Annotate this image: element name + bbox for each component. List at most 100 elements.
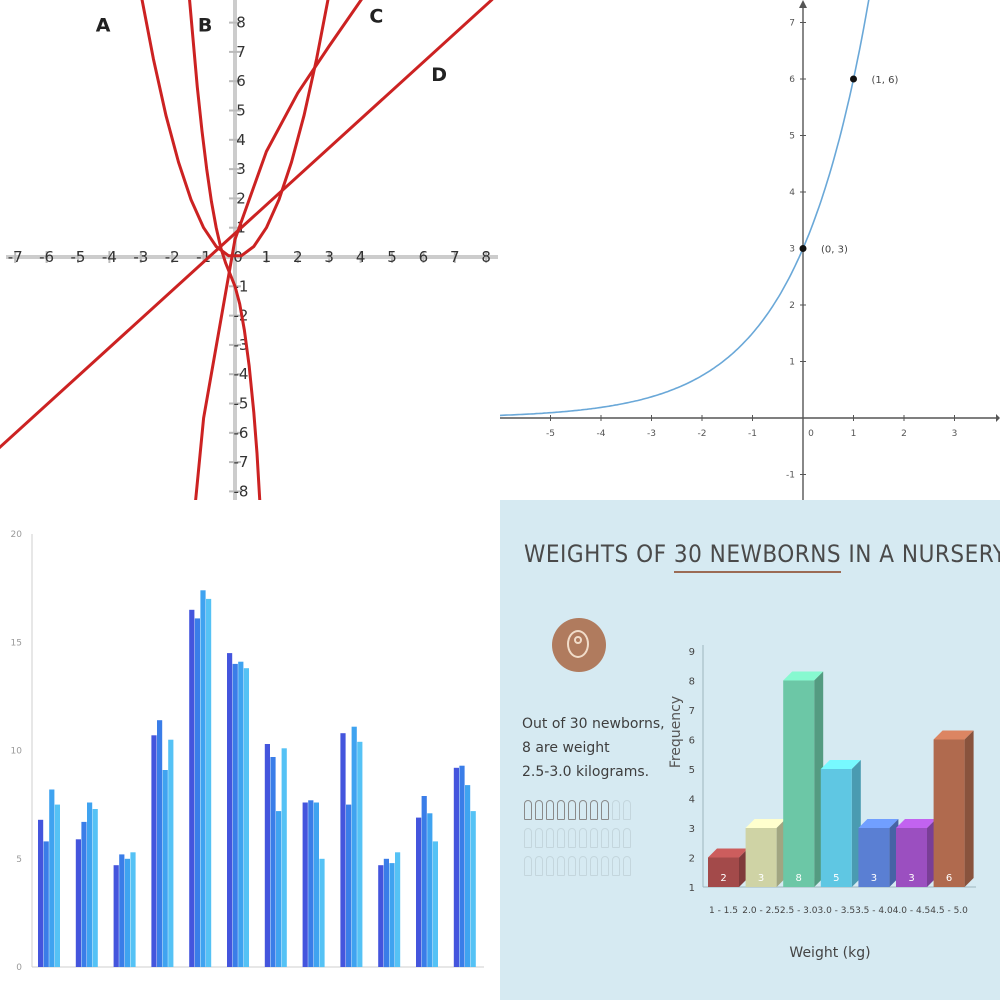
curve-d — [0, 0, 494, 450]
baby-figure-icon — [546, 800, 554, 820]
baby-figure-icon — [535, 828, 543, 848]
bar — [151, 735, 157, 967]
x-tick-label: 3.5 - 4.0 — [855, 906, 893, 916]
baby-figure-icon — [568, 856, 576, 876]
y-tick-label: 1 — [789, 358, 795, 368]
bar-value-label: 3 — [871, 873, 877, 884]
baby-figure-icon — [546, 856, 554, 876]
bar — [49, 789, 55, 967]
baby-figure-icon — [601, 828, 609, 848]
x-tick-label: -5 — [546, 429, 555, 439]
baby-figure-icon — [623, 800, 631, 820]
title-prefix: WEIGHTS OF — [524, 540, 674, 568]
x-tick-label: 3 — [952, 429, 958, 439]
bar — [351, 726, 357, 967]
bar — [346, 804, 352, 967]
baby-icon-head — [574, 636, 582, 644]
bar-top-face — [783, 671, 824, 681]
y-tick-label: -4 — [234, 365, 249, 383]
y-tick-label: 1 — [689, 883, 695, 894]
exponential-graph-panel: -5 -4 -3 -2 -1 0 1 2 3 -1 1 2 3 4 5 6 7 (0, 3) (1, 6) — [500, 0, 1000, 500]
y-tick-label: 2 — [689, 854, 695, 865]
baby-figure-icon — [601, 800, 609, 820]
y-tick-label: 6 — [789, 75, 795, 85]
baby-icon-body — [567, 630, 589, 658]
baby-figure-icon — [524, 856, 532, 876]
y-tick-label: 2 — [789, 301, 795, 311]
x-tick-label: 1 — [851, 429, 857, 439]
bar — [389, 863, 395, 967]
bar — [206, 598, 212, 967]
x-tick-label: -2 — [165, 248, 180, 266]
x-tick-label: 2 — [901, 429, 907, 439]
x-axis-label: Weight (kg) — [789, 945, 870, 961]
baby-figure-icon — [579, 800, 587, 820]
y-tick-label: -7 — [234, 453, 249, 471]
x-tick-label: 1 - 1.5 — [709, 906, 738, 916]
y-tick-label: 4 — [689, 795, 695, 806]
bar — [87, 802, 93, 967]
bar — [858, 828, 890, 887]
y-tick-label: -1 — [786, 471, 795, 481]
bar — [54, 804, 60, 967]
bar — [43, 841, 49, 967]
note-line-2: 8 are weight — [522, 740, 610, 756]
graph-functions-panel: -7 -6 -5 -4 -3 -2 -1 0 1 2 3 4 5 6 7 8 8 7 6 5 4 3 2 1 -1 -2 -3 -4-… — [0, 0, 500, 500]
bar — [395, 852, 401, 967]
bar — [92, 809, 98, 967]
bar-top-face — [933, 730, 974, 740]
x-tick-label: 1 — [262, 248, 272, 266]
bar — [157, 720, 163, 967]
x-tick-label: -1 — [748, 429, 757, 439]
bar-value-label: 6 — [946, 873, 952, 884]
bar — [357, 741, 363, 967]
y-tick-label: 15 — [11, 638, 22, 648]
summary-note: Out of 30 newborns, 8 are weight 2.5-3.0… — [522, 712, 672, 784]
grouped-bar-chart-panel: 0 5 10 15 20 — [0, 500, 500, 1000]
bar — [302, 802, 308, 967]
point-marker — [799, 245, 807, 252]
bar — [783, 680, 815, 887]
point-marker — [850, 75, 857, 83]
baby-figure-icon — [568, 800, 576, 820]
x-tick-label: -3 — [647, 429, 656, 439]
note-line-3: 2.5-3.0 kilograms. — [522, 764, 650, 780]
y-tick-label: 3 — [236, 160, 246, 178]
bar-top-face — [708, 848, 748, 858]
functions-graph: -7 -6 -5 -4 -3 -2 -1 0 1 2 3 4 5 6 7 887654321-1-2-3-4-… — [0, 0, 498, 500]
y-tick-label: 6 — [689, 736, 695, 747]
x-tick-label: 2.0 - 2.5 — [742, 906, 780, 916]
y-axis-label: Frequency — [668, 696, 684, 768]
bar — [119, 854, 125, 967]
x-tick-label: 6 — [419, 248, 429, 266]
y-tick-label: 7 — [789, 19, 795, 29]
y-tick-label: 5 — [789, 132, 795, 142]
baby-figure-icon — [590, 800, 598, 820]
x-tick-label: -2 — [698, 429, 707, 439]
y-tick-label: -8 — [234, 482, 249, 500]
curve-a — [140, 0, 330, 258]
x-tick-label: -4 — [597, 429, 606, 439]
y-tick-label: -6 — [234, 424, 249, 442]
y-tick-label: 5 — [236, 102, 246, 120]
bar-top-face — [858, 819, 899, 828]
x-tick-label: -7 — [8, 248, 23, 266]
baby-figure-icon — [590, 856, 598, 876]
bar — [421, 796, 427, 967]
bar — [227, 653, 233, 967]
pictogram-row — [524, 800, 664, 828]
bar — [75, 839, 81, 967]
baby-figure-icon — [568, 828, 576, 848]
y-tick-label: 20 — [11, 530, 23, 540]
y-tick-label: 3 — [689, 824, 695, 835]
x-tick-label: 4 — [356, 248, 366, 266]
bar — [383, 858, 389, 968]
newborn-pictogram — [524, 800, 664, 884]
bar-value-label: 2 — [720, 873, 726, 884]
bar — [276, 811, 282, 967]
bar — [308, 800, 314, 967]
x-tick-label: -5 — [71, 248, 86, 266]
curve-label-b: B — [198, 14, 212, 36]
baby-figure-icon — [612, 828, 620, 848]
baby-figure-icon — [557, 800, 565, 820]
